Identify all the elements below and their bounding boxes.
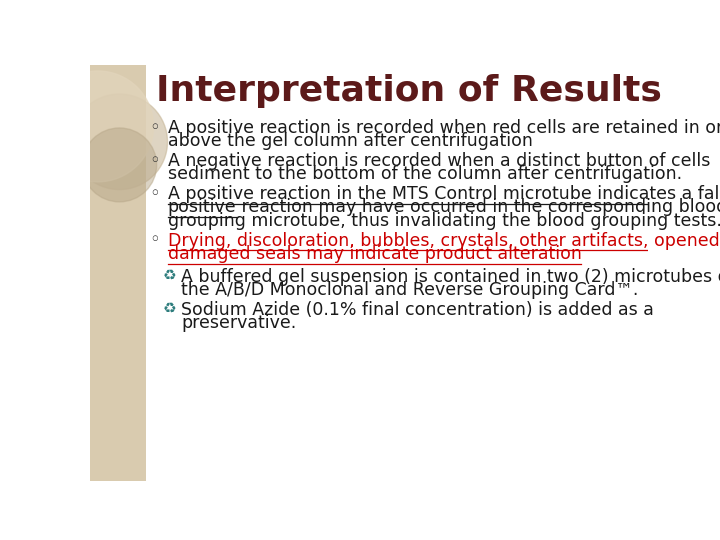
- Text: the A/B/D Monoclonal and Reverse Grouping Card™.: the A/B/D Monoclonal and Reverse Groupin…: [181, 281, 639, 299]
- Circle shape: [42, 71, 153, 182]
- Text: Drying, discoloration, bubbles, crystals, other artifacts, opened or: Drying, discoloration, bubbles, crystals…: [168, 232, 720, 249]
- Text: A buffered gel suspension is contained in two (2) microtubes of: A buffered gel suspension is contained i…: [181, 268, 720, 286]
- Text: preservative.: preservative.: [181, 314, 297, 332]
- Text: above the gel column after centrifugation: above the gel column after centrifugatio…: [168, 132, 532, 150]
- Circle shape: [82, 128, 157, 202]
- Text: ♻: ♻: [162, 301, 176, 316]
- Text: ◦: ◦: [149, 185, 160, 203]
- Text: Sodium Azide (0.1% final concentration) is added as a: Sodium Azide (0.1% final concentration) …: [181, 301, 654, 319]
- Text: reaction may have occurred in the corresponding blood: reaction may have occurred in the corres…: [236, 198, 720, 217]
- Text: positive: positive: [168, 198, 236, 217]
- Text: ◦: ◦: [149, 119, 160, 137]
- Text: ◦: ◦: [149, 152, 160, 170]
- Text: ♻: ♻: [162, 268, 176, 283]
- Text: Interpretation of Results: Interpretation of Results: [156, 74, 662, 108]
- Text: grouping microtube, thus invalidating the blood grouping tests.: grouping microtube, thus invalidating th…: [168, 212, 720, 230]
- Bar: [90, 65, 145, 481]
- Text: damaged seals may indicate product alteration: damaged seals may indicate product alter…: [168, 245, 581, 263]
- Text: A positive reaction in the MTS Control microtube indicates a false: A positive reaction in the MTS Control m…: [168, 185, 720, 203]
- Text: A positive reaction is recorded when red cells are retained in or: A positive reaction is recorded when red…: [168, 119, 720, 137]
- Text: A negative reaction is recorded when a distinct button of cells: A negative reaction is recorded when a d…: [168, 152, 710, 170]
- Circle shape: [71, 94, 168, 190]
- Text: ◦: ◦: [149, 232, 160, 249]
- Text: sediment to the bottom of the column after centrifugation.: sediment to the bottom of the column aft…: [168, 165, 682, 183]
